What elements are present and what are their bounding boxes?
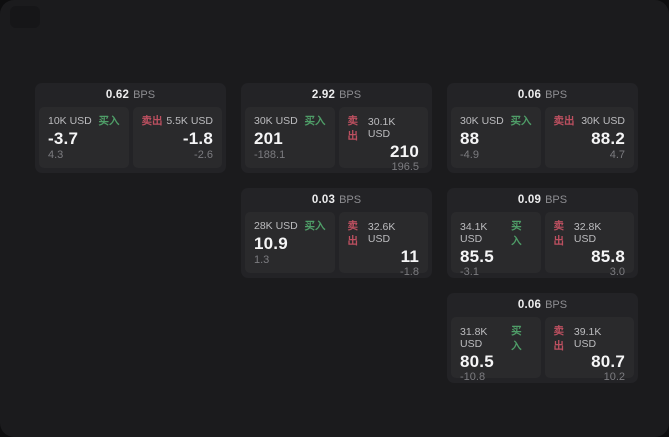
sell-price: 11: [400, 247, 419, 266]
buy-amount: 31.8K USD: [460, 326, 488, 350]
buy-price: 85.5: [460, 247, 494, 266]
bps-header: 0.03 BPS: [241, 188, 432, 212]
buy-tile[interactable]: 30K USD 买入 201 -188.1: [245, 107, 335, 168]
buy-price: 10.9: [254, 233, 288, 253]
bps-unit-label: BPS: [545, 194, 568, 206]
sell-amount: 30.1K USD: [367, 116, 396, 140]
buy-price: 80.5: [460, 352, 494, 371]
sell-delta: -2.6: [194, 149, 213, 161]
buy-side-label: 买入: [511, 220, 522, 247]
buy-amount: 30K USD: [460, 114, 504, 127]
sell-side-label: 卖出: [141, 115, 163, 127]
sell-tile[interactable]: 卖出 39.1K USD 80.7 10.2: [544, 317, 634, 383]
buy-amount: 34.1K USD: [460, 221, 488, 245]
buy-side-label: 买入: [304, 220, 326, 232]
sell-delta: 3.0: [609, 265, 625, 278]
sell-amount: 30K USD: [581, 114, 625, 127]
buy-tile[interactable]: 28K USD 买入 10.9 1.3: [245, 212, 335, 273]
quote-card: 0.03 BPS 28K USD 买入 10.9 1.3 卖出 32.6K US…: [241, 188, 432, 278]
sell-side-label: 卖出: [347, 220, 359, 247]
sell-price: 85.8: [591, 247, 625, 266]
buy-tile[interactable]: 30K USD 买入 88 -4.9: [451, 107, 541, 168]
sell-delta: -1.8: [400, 265, 419, 278]
sell-delta: 196.5: [391, 160, 419, 173]
bps-header: 0.06 BPS: [447, 293, 638, 317]
bps-unit-label: BPS: [339, 89, 362, 101]
bps-unit-label: BPS: [339, 194, 362, 206]
buy-side-label: 买入: [511, 325, 522, 352]
quote-card: 0.09 BPS 34.1K USD 买入 85.5 -3.1 卖出 32.8K…: [447, 188, 638, 278]
sell-price: 88.2: [591, 128, 625, 148]
sell-amount: 5.5K USD: [166, 114, 213, 127]
buy-delta: 1.3: [254, 254, 270, 266]
buy-delta: -10.8: [460, 370, 486, 383]
buy-side-label: 买入: [304, 115, 326, 127]
quote-card: 0.06 BPS 31.8K USD 买入 80.5 -10.8 卖出 39.1…: [447, 293, 638, 383]
buy-amount: 28K USD: [254, 219, 298, 232]
buy-price: -3.7: [48, 128, 79, 148]
quote-card: 0.62 BPS 10K USD 买入 -3.7 4.3 卖出 5.5K USD…: [35, 83, 226, 173]
buy-amount: 10K USD: [48, 114, 92, 127]
bps-unit-label: BPS: [545, 299, 568, 311]
quote-card: 2.92 BPS 30K USD 买入 201 -188.1 卖出 30.1K …: [241, 83, 432, 173]
sell-side-label: 卖出: [553, 325, 565, 352]
buy-price: 201: [254, 128, 283, 148]
buy-tile[interactable]: 31.8K USD 买入 80.5 -10.8: [451, 317, 541, 383]
buy-delta: 4.3: [48, 149, 64, 161]
bps-value: 0.06: [517, 89, 542, 101]
buy-side-label: 买入: [510, 115, 532, 127]
sell-tile[interactable]: 卖出 30.1K USD 210 196.5: [338, 107, 428, 173]
sell-amount: 32.6K USD: [367, 221, 396, 245]
sell-price: 80.7: [591, 352, 625, 371]
sell-side-label: 卖出: [553, 115, 575, 127]
buy-delta: -3.1: [460, 265, 479, 278]
sell-delta: 10.2: [603, 370, 625, 383]
quote-card: 0.06 BPS 30K USD 买入 88 -4.9 卖出 30K USD 8…: [447, 83, 638, 173]
bps-unit-label: BPS: [545, 89, 568, 101]
sell-tile[interactable]: 卖出 5.5K USD -1.8 -2.6: [132, 107, 222, 168]
buy-price: 88: [460, 128, 480, 148]
buy-delta: -4.9: [460, 149, 479, 161]
sell-delta: 4.7: [609, 149, 625, 161]
bps-value: 0.03: [311, 194, 336, 206]
sell-tile[interactable]: 卖出 32.6K USD 11 -1.8: [338, 212, 428, 278]
bps-value: 0.09: [517, 194, 542, 206]
bps-header: 0.06 BPS: [447, 83, 638, 107]
bps-header: 0.62 BPS: [35, 83, 226, 107]
bps-header: 0.09 BPS: [447, 188, 638, 212]
buy-tile[interactable]: 34.1K USD 买入 85.5 -3.1: [451, 212, 541, 278]
buy-amount: 30K USD: [254, 114, 298, 127]
bps-header: 2.92 BPS: [241, 83, 432, 107]
sell-side-label: 卖出: [553, 220, 565, 247]
sell-price: 210: [390, 142, 419, 161]
bps-value: 0.62: [105, 89, 130, 101]
bps-value: 0.06: [517, 299, 542, 311]
sell-tile[interactable]: 卖出 32.8K USD 85.8 3.0: [544, 212, 634, 278]
window-corner-chip[interactable]: [10, 6, 40, 28]
sell-side-label: 卖出: [347, 115, 359, 142]
sell-tile[interactable]: 卖出 30K USD 88.2 4.7: [544, 107, 634, 168]
buy-side-label: 买入: [98, 115, 120, 127]
buy-delta: -188.1: [254, 149, 286, 161]
sell-amount: 39.1K USD: [573, 326, 602, 350]
sell-price: -1.8: [182, 128, 213, 148]
buy-tile[interactable]: 10K USD 买入 -3.7 4.3: [39, 107, 129, 168]
bps-value: 2.92: [311, 89, 336, 101]
sell-amount: 32.8K USD: [573, 221, 602, 245]
bps-unit-label: BPS: [133, 89, 156, 101]
